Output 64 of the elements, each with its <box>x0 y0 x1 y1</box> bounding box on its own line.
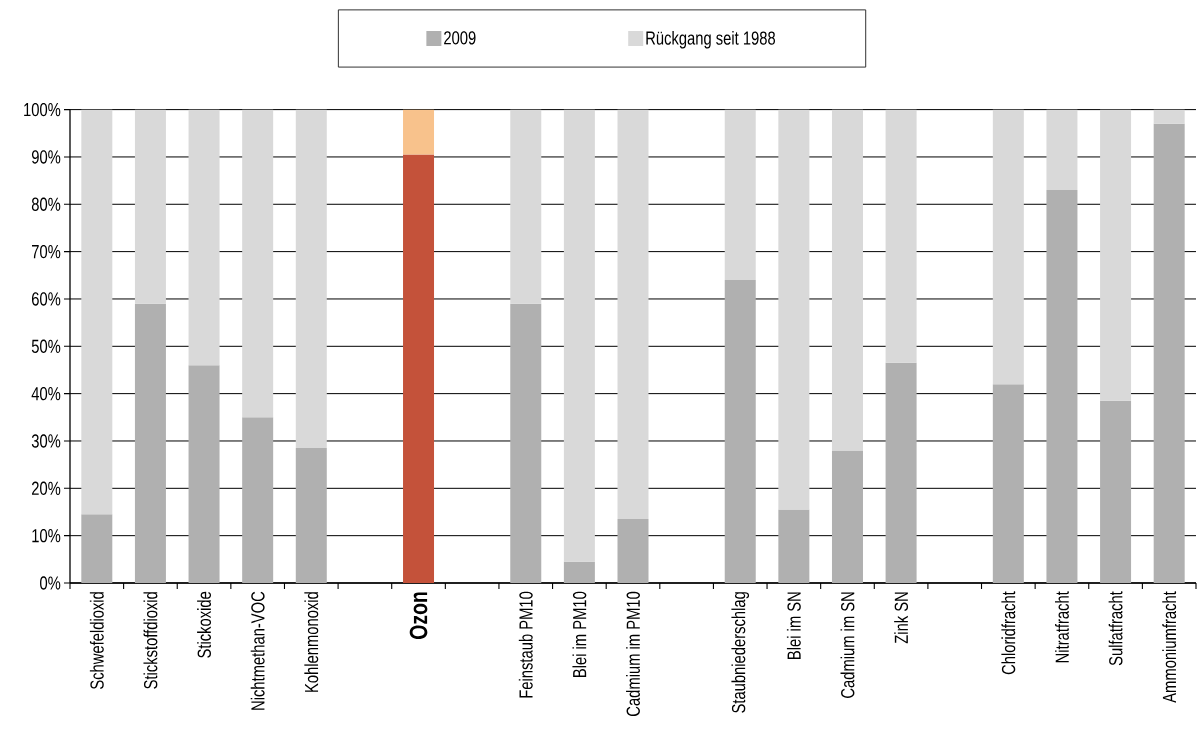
bar <box>81 514 113 583</box>
x-tick-label: Stickstoffdioxid <box>143 592 158 689</box>
bar <box>617 519 649 583</box>
bar <box>242 417 274 583</box>
y-tick-label: 70% <box>32 244 61 259</box>
x-tick-label: Blei im PM10 <box>572 591 587 677</box>
y-tick-label: 0% <box>40 576 61 590</box>
bar <box>1153 123 1185 583</box>
bar <box>778 509 810 583</box>
y-tick-label: 60% <box>32 292 61 306</box>
bar <box>1046 190 1078 583</box>
bar <box>510 303 542 583</box>
bar <box>510 109 542 304</box>
y-tick-label: 90% <box>31 150 61 164</box>
x-tick-label: Chloridfracht <box>1001 591 1016 675</box>
legend-label: 2009 <box>444 31 476 45</box>
bar <box>188 365 220 583</box>
bar <box>724 280 756 583</box>
x-tick-label: Ammoniumfracht <box>1162 591 1177 703</box>
bar <box>134 109 166 304</box>
bar <box>1100 400 1132 583</box>
bar <box>403 109 435 155</box>
x-tick-label: Blei im SN <box>786 592 801 659</box>
bar <box>992 109 1024 385</box>
bar <box>563 109 595 562</box>
bar <box>831 450 863 583</box>
bar <box>563 561 595 583</box>
y-tick-label: 50% <box>31 339 61 353</box>
x-tick-label: Cadmium im PM10 <box>626 591 640 716</box>
y-tick-label: 30% <box>31 434 61 448</box>
bar <box>134 303 166 583</box>
bar <box>188 109 220 366</box>
y-tick-label: 40% <box>31 386 61 401</box>
bar <box>295 109 327 449</box>
x-tick-label: Nichtmethan-VOC <box>250 591 265 710</box>
bar <box>1153 109 1185 124</box>
y-tick-label: 10% <box>32 528 61 543</box>
x-tick-label: Staubniederschlag <box>731 592 750 713</box>
x-tick-label: Kohlenmonoxid <box>304 592 319 692</box>
x-tick-label: Zink SN <box>894 592 909 644</box>
bar <box>831 109 863 451</box>
x-tick-label: Sulfatfracht <box>1108 591 1123 666</box>
bar <box>403 154 435 583</box>
bar <box>885 109 917 363</box>
y-tick-label: 80% <box>31 197 61 211</box>
bar <box>81 109 113 515</box>
x-tick-label: Ozon <box>409 592 428 639</box>
bar <box>778 109 810 510</box>
bar <box>295 448 327 583</box>
x-tick-label: Stickoxide <box>197 591 211 658</box>
bar <box>1100 109 1132 401</box>
bar <box>242 109 274 418</box>
bar <box>992 384 1024 583</box>
x-tick-label: Schwefeldioxid <box>89 592 104 690</box>
bar <box>1046 109 1078 191</box>
x-tick-label: Cadmium im SN <box>840 592 855 698</box>
bar <box>885 362 917 583</box>
x-tick-label: Feinstaub PM10 <box>518 591 533 698</box>
x-tick-label: Nitratfracht <box>1055 591 1069 663</box>
y-tick-label: 20% <box>32 481 61 496</box>
legend-label: Rückgang seit 1988 <box>646 30 776 49</box>
bar <box>617 109 649 520</box>
y-tick-label: 100% <box>24 102 61 117</box>
bar <box>724 109 756 281</box>
